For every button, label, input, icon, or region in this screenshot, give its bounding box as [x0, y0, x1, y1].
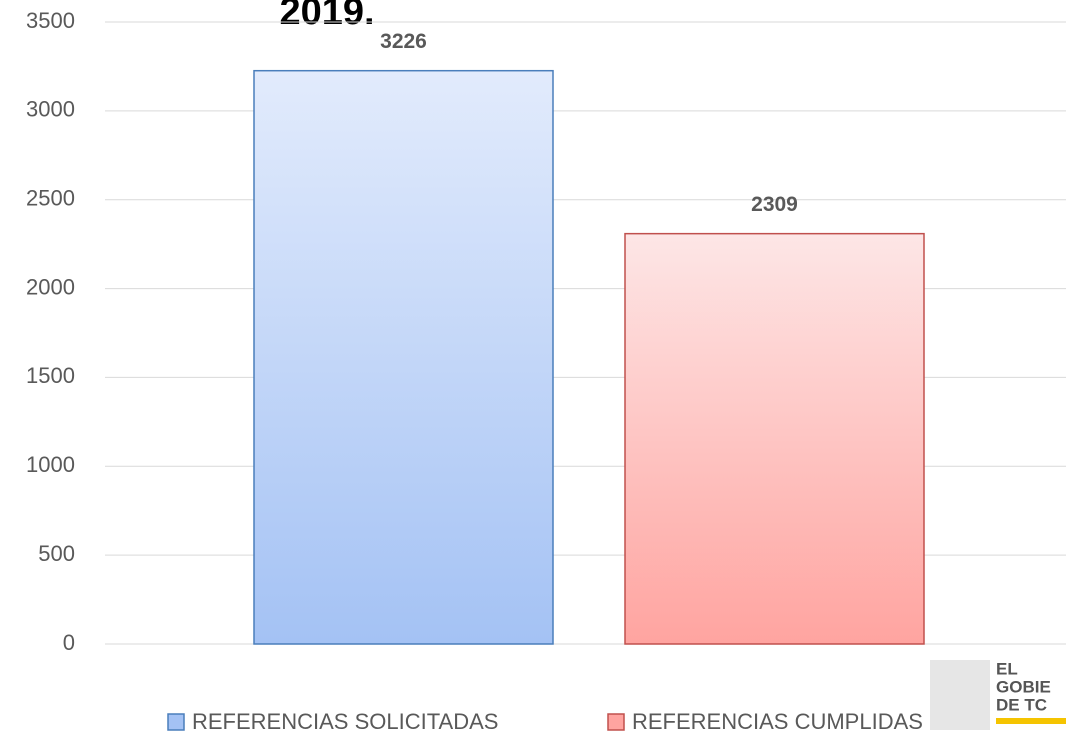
chart-title: 2019.: [279, 0, 374, 33]
y-tick-label: 1000: [26, 452, 75, 477]
y-tick-label: 1500: [26, 363, 75, 388]
logo-emblem: [930, 660, 990, 730]
bar: [624, 232, 925, 645]
value-label: 3226: [380, 30, 427, 53]
logo-text: GOBIE: [996, 677, 1051, 696]
legend-swatch: [167, 713, 185, 731]
y-tick-label: 0: [63, 630, 75, 655]
logo-text: EL: [996, 659, 1018, 678]
bar: [253, 69, 554, 645]
y-tick-label: 3000: [26, 97, 75, 122]
logo-stripe: [996, 718, 1066, 724]
y-tick-label: 2000: [26, 274, 75, 299]
y-tick-label: 500: [38, 541, 75, 566]
legend-label: REFERENCIAS CUMPLIDAS: [632, 709, 923, 733]
y-tick-label: 2500: [26, 186, 75, 211]
legend-label: REFERENCIAS SOLICITADAS: [192, 709, 498, 733]
logo: EL GOBIE DE TC: [930, 659, 1066, 730]
value-label: 2309: [751, 193, 798, 216]
y-tick-label: 3500: [26, 8, 75, 33]
legend-swatch: [607, 713, 625, 731]
logo-text: DE TC: [996, 695, 1047, 714]
